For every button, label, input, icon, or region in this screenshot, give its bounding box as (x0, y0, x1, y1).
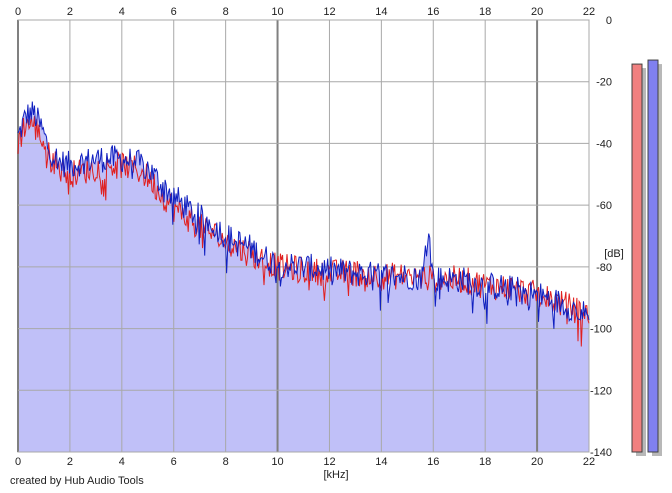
y-tick-label: 0 (606, 15, 612, 27)
y-axis-label: [dB] (604, 248, 624, 260)
y-tick-label: -100 (590, 324, 612, 336)
y-tick-label: -140 (590, 447, 612, 459)
x-axis-label: [kHz] (323, 469, 348, 481)
x-tick-label-top: 10 (271, 6, 283, 18)
x-tick-label-bottom: 16 (427, 456, 439, 468)
x-tick-label-bottom: 14 (375, 456, 387, 468)
x-tick-label-top: 4 (119, 6, 125, 18)
x-tick-label-top: 2 (67, 6, 73, 18)
x-tick-label-bottom: 22 (583, 456, 595, 468)
x-tick-label-top: 14 (375, 6, 387, 18)
x-tick-label-top: 6 (171, 6, 177, 18)
y-tick-label: -120 (590, 385, 612, 397)
x-tick-label-bottom: 0 (15, 456, 21, 468)
y-tick-label: -60 (596, 200, 612, 212)
x-tick-label-top: 12 (323, 6, 335, 18)
level-meter-bar (631, 63, 643, 453)
x-tick-label-top: 16 (427, 6, 439, 18)
x-tick-label-top: 22 (583, 6, 595, 18)
x-tick-label-bottom: 12 (323, 456, 335, 468)
x-tick-label-bottom: 6 (171, 456, 177, 468)
x-tick-label-top: 20 (531, 6, 543, 18)
y-tick-label: -80 (596, 262, 612, 274)
series-line-blue (17, 101, 590, 329)
x-tick-label-top: 0 (15, 6, 21, 18)
x-tick-label-bottom: 2 (67, 456, 73, 468)
x-tick-label-bottom: 8 (223, 456, 229, 468)
y-tick-label: -40 (596, 138, 612, 150)
x-tick-label-bottom: 10 (271, 456, 283, 468)
x-tick-label-bottom: 20 (531, 456, 543, 468)
level-meter-bar (647, 59, 659, 453)
y-tick-label: -20 (596, 77, 612, 89)
x-tick-label-bottom: 18 (479, 456, 491, 468)
credit-text: created by Hub Audio Tools (10, 475, 144, 487)
x-tick-label-top: 18 (479, 6, 491, 18)
x-tick-label-top: 8 (223, 6, 229, 18)
x-tick-label-bottom: 4 (119, 456, 125, 468)
